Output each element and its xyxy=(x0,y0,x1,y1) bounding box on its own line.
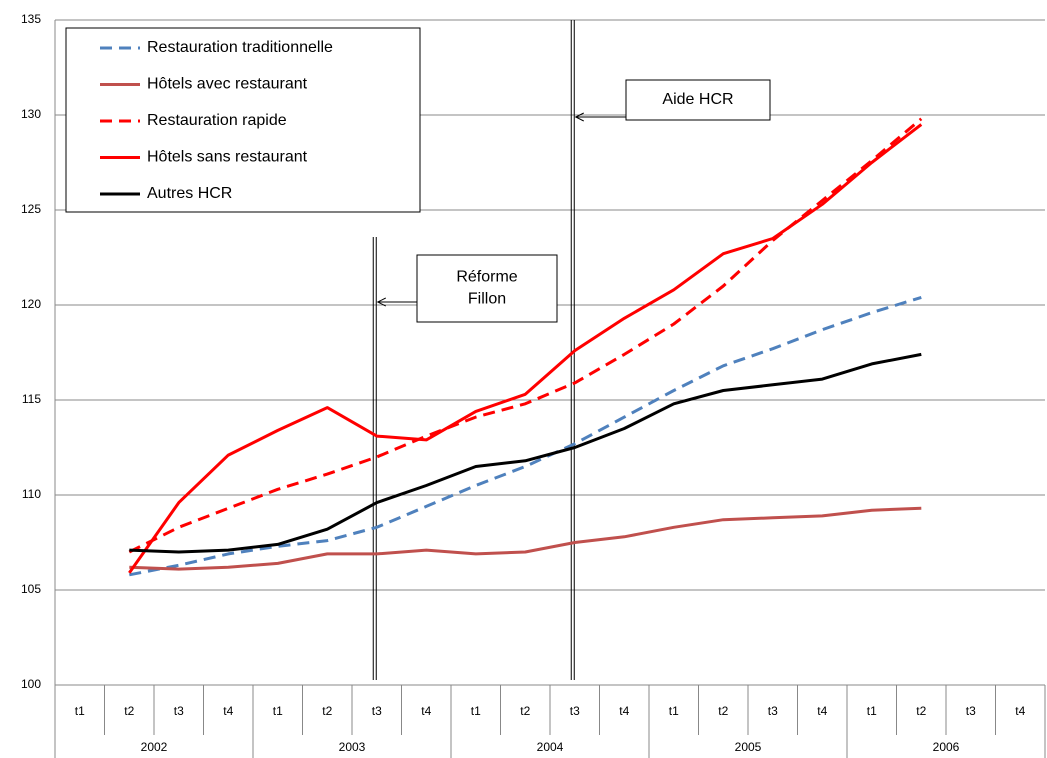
x-tick-label: t3 xyxy=(174,704,184,718)
group-label: 2006 xyxy=(933,740,960,754)
x-tick-label: t4 xyxy=(1015,704,1025,718)
x-tick-label: t2 xyxy=(322,704,332,718)
y-tick-label: 100 xyxy=(21,677,41,691)
y-tick-label: 115 xyxy=(22,392,41,406)
legend-label: Restauration rapide xyxy=(147,112,287,129)
y-tick-label: 135 xyxy=(21,12,41,26)
x-tick-label: t1 xyxy=(867,704,877,718)
series-line xyxy=(129,295,922,577)
x-tick-label: t3 xyxy=(966,704,976,718)
annotation-box xyxy=(416,254,558,323)
x-tick-label: t1 xyxy=(471,704,481,718)
group-label: 2002 xyxy=(141,740,168,754)
x-tick-label: t2 xyxy=(718,704,728,718)
annotation-text: Réforme xyxy=(456,269,517,286)
legend-label: Hôtels sans restaurant xyxy=(147,149,308,166)
x-tick-label: t3 xyxy=(372,704,382,718)
x-tick-label: t1 xyxy=(669,704,679,718)
legend-label: Autres HCR xyxy=(147,185,232,202)
y-tick-label: 120 xyxy=(21,297,41,311)
x-tick-label: t1 xyxy=(273,704,283,718)
group-label: 2004 xyxy=(537,740,564,754)
series-line xyxy=(128,123,923,574)
y-tick-label: 110 xyxy=(22,487,41,501)
y-tick-label: 130 xyxy=(21,107,41,121)
y-tick-label: 125 xyxy=(21,202,41,216)
x-tick-label: t4 xyxy=(619,704,629,718)
x-tick-label: t2 xyxy=(916,704,926,718)
y-tick-label: 105 xyxy=(21,582,41,596)
x-tick-label: t2 xyxy=(520,704,530,718)
x-tick-label: t1 xyxy=(75,704,85,718)
arrow-head xyxy=(574,112,584,122)
x-tick-label: t4 xyxy=(421,704,431,718)
x-tick-label: t3 xyxy=(768,704,778,718)
arrow-head xyxy=(376,297,386,307)
x-tick-label: t4 xyxy=(817,704,827,718)
annotation-text: Aide HCR xyxy=(662,91,733,108)
series-line xyxy=(129,506,922,571)
x-tick-label: t4 xyxy=(223,704,233,718)
group-label: 2003 xyxy=(339,740,366,754)
legend-label: Hôtels avec restaurant xyxy=(147,76,308,93)
x-tick-label: t2 xyxy=(124,704,134,718)
legend-label: Restauration traditionnelle xyxy=(147,39,333,56)
x-tick-label: t3 xyxy=(570,704,580,718)
annotation-box xyxy=(625,79,771,121)
annotation-text: Fillon xyxy=(468,291,506,308)
group-label: 2005 xyxy=(735,740,762,754)
series-line xyxy=(129,352,922,554)
